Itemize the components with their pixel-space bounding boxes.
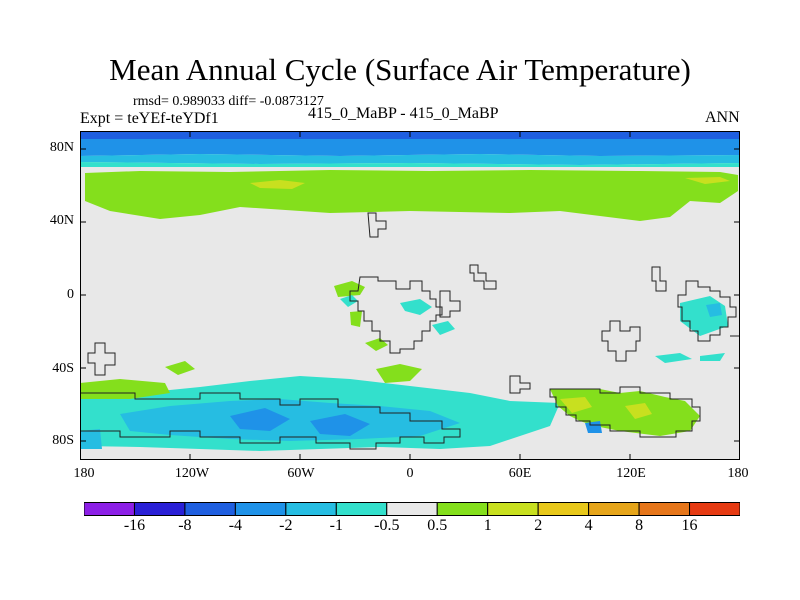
south-east-cool-patch: [585, 421, 602, 433]
lon-label-120w: 120W: [174, 466, 210, 481]
coastline: [549, 386, 701, 438]
north-warm-patch: [250, 180, 305, 189]
tropical-patch: [350, 311, 362, 327]
map: [80, 131, 740, 460]
colorbar-label: 0.5: [427, 517, 448, 534]
southern-cold-patch: [310, 414, 370, 436]
tropical-patch: [700, 353, 725, 361]
lon-label-180w: 180: [73, 466, 95, 481]
colorbar-label: -1: [329, 517, 343, 534]
colorbar-segment: [638, 502, 691, 516]
colorbar-segment: [588, 502, 640, 516]
colorbar-label: 8: [635, 517, 644, 534]
colorbar-label: 4: [584, 517, 593, 534]
colorbar-segment: [285, 502, 337, 516]
arctic-band-mid: [80, 139, 740, 156]
pacific-cool-patch-core: [706, 303, 722, 317]
tropical-patch: [432, 321, 455, 335]
south-east-warm-patch: [625, 403, 652, 419]
tropical-patch: [376, 364, 422, 383]
arctic-band-edge: [80, 162, 740, 167]
colorbar-label: 1: [483, 517, 492, 534]
season-label: ANN: [705, 109, 740, 126]
southern-cool-core: [120, 399, 460, 441]
chart-title: Mean Annual Cycle (Surface Air Temperatu…: [109, 52, 691, 87]
stats-text: rmsd= 0.989033 diff= -0.0873127: [133, 94, 324, 109]
colorbar-label: 2: [534, 517, 543, 534]
colorbar-segment: [537, 502, 590, 516]
lon-label-120e: 120E: [616, 466, 646, 481]
tropical-patch: [340, 295, 358, 307]
north-warm-patch-east: [685, 177, 730, 184]
colorbar-segment: [386, 502, 438, 516]
colorbar-segment: [689, 502, 740, 516]
tropical-patch: [400, 299, 432, 315]
coastline: [80, 392, 461, 450]
map-border: [80, 131, 740, 460]
colorbar-segment: [133, 502, 186, 516]
colorbar-label: -0.5: [374, 517, 400, 534]
coastline: [677, 280, 737, 342]
colorbar-label: 16: [681, 517, 698, 534]
arctic-band-light: [80, 154, 740, 165]
southern-cold-patch: [230, 408, 290, 431]
coastline: [367, 212, 387, 238]
colorbar-label: -16: [123, 517, 146, 534]
colorbar-segment: [487, 502, 539, 516]
south-east-warm-patch: [560, 397, 592, 413]
lat-label-40s: 40S: [52, 361, 74, 376]
north-warm-band: [85, 170, 738, 221]
colorbar-segment: [234, 502, 287, 516]
colorbar-segment: [184, 502, 236, 516]
colorbar-label: -4: [228, 517, 243, 534]
coastline: [509, 375, 531, 394]
lon-label-60e: 60E: [508, 466, 532, 481]
colorbar-segment: [335, 502, 388, 516]
coastline: [439, 290, 461, 318]
coastline: [87, 342, 116, 376]
coastline: [601, 320, 641, 362]
tropical-patch: [165, 361, 195, 375]
colorbar-segment: [436, 502, 489, 516]
tropical-patch: [334, 281, 365, 297]
lat-label-40n: 40N: [49, 213, 74, 228]
south-west-warm-patch: [80, 379, 170, 399]
colorbar-label: -2: [279, 517, 293, 534]
lon-label-0: 0: [406, 466, 414, 481]
southern-cool-west: [80, 429, 102, 449]
colorbar-label: -8: [178, 517, 192, 534]
tropical-patch: [655, 353, 692, 363]
experiment-label: Expt = teYEf-teYDf1: [80, 110, 219, 127]
coastline: [651, 266, 667, 292]
colorbar: [84, 502, 740, 516]
colorbar-segment: [84, 502, 135, 516]
lon-label-60w: 60W: [287, 466, 315, 481]
coastline: [349, 276, 443, 354]
lat-label-0: 0: [67, 287, 74, 302]
subtitle: 415_0_MaBP - 415_0_MaBP: [308, 105, 499, 122]
lon-label-180e: 180: [727, 466, 749, 481]
lat-label-80s: 80S: [52, 433, 74, 448]
coastline: [469, 264, 497, 290]
lat-label-80n: 80N: [49, 140, 74, 155]
coastlines: [80, 212, 740, 450]
